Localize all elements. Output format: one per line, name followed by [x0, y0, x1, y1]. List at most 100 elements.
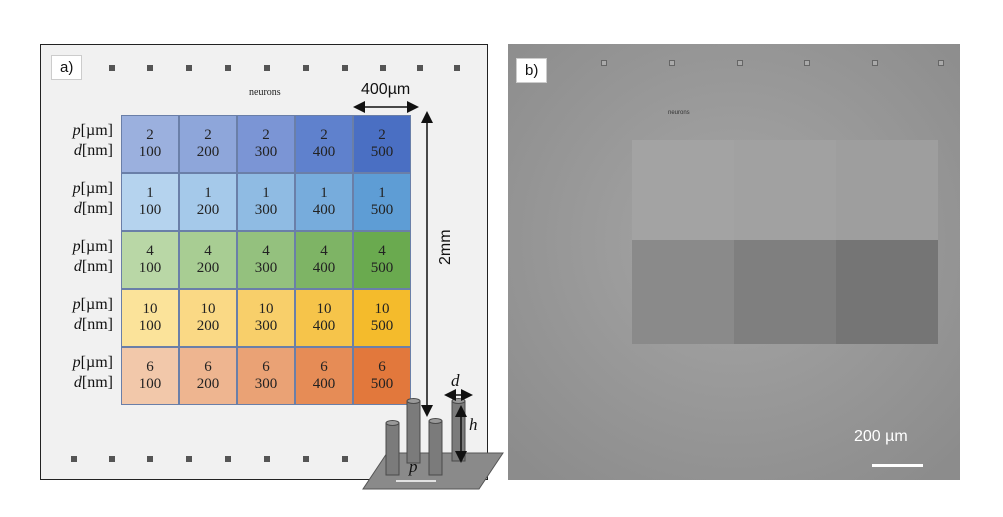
cell-diameter: 300	[254, 318, 278, 334]
cell-diameter: 400	[312, 260, 336, 276]
cell-pitch: 10	[142, 301, 158, 317]
array-cell: 4 300	[237, 231, 295, 289]
alignment-marker	[264, 65, 270, 71]
cell-pitch: 10	[258, 301, 274, 317]
alignment-marker	[147, 65, 153, 71]
array-cell: 4 500	[353, 231, 411, 289]
row-label: p[µm] d[nm]	[72, 296, 113, 333]
cell-diameter: 500	[370, 202, 394, 218]
cell-diameter: 500	[370, 260, 394, 276]
array-cell: 1 400	[295, 173, 353, 231]
array-cell: 6 100	[121, 347, 179, 405]
alignment-marker	[186, 456, 192, 462]
array-cell: 1 500	[353, 173, 411, 231]
array-cell: 10 300	[237, 289, 295, 347]
cell-pitch: 4	[378, 243, 386, 259]
array-cell: 1 300	[237, 173, 295, 231]
cell-pitch: 4	[320, 243, 328, 259]
row-label: p[µm] d[nm]	[72, 354, 113, 391]
cell-pitch: 10	[316, 301, 332, 317]
array-cell: 1 200	[179, 173, 237, 231]
cell-pitch: 2	[320, 127, 328, 143]
cell-pitch: 6	[146, 359, 154, 375]
alignment-marker	[342, 65, 348, 71]
pillar-field	[632, 140, 734, 240]
alignment-marker	[380, 65, 386, 71]
array-cell: 2 100	[121, 115, 179, 173]
row-label: p[µm] d[nm]	[72, 180, 113, 217]
array-cell: 4 400	[295, 231, 353, 289]
microscope-panel: b) neurons 200 µm	[508, 44, 960, 480]
pillar-field	[734, 140, 836, 240]
array-cell: 6 200	[179, 347, 237, 405]
panel-b-label: b)	[516, 58, 548, 83]
cell-diameter: 300	[254, 260, 278, 276]
pillar	[428, 418, 443, 476]
cell-diameter: 200	[196, 260, 220, 276]
alignment-marker	[737, 60, 743, 66]
alignment-marker	[109, 65, 115, 71]
cell-pitch: 6	[204, 359, 212, 375]
cell-diameter: 400	[312, 144, 336, 160]
cell-pitch: 1	[320, 185, 328, 201]
array-cell: 4 200	[179, 231, 237, 289]
diameter-label: d	[451, 371, 460, 390]
cell-diameter: 500	[370, 376, 394, 392]
cell-pitch: 6	[320, 359, 328, 375]
alignment-marker	[669, 60, 675, 66]
alignment-marker	[71, 456, 77, 462]
cell-diameter: 100	[138, 260, 162, 276]
array-cell: 2 200	[179, 115, 237, 173]
cell-diameter: 100	[138, 144, 162, 160]
array-cell: 2 400	[295, 115, 353, 173]
array-cell: 2 300	[237, 115, 295, 173]
scale-bar-label: 200 µm	[854, 428, 908, 445]
cell-diameter: 500	[370, 318, 394, 334]
cell-pitch: 4	[146, 243, 154, 259]
array-cell: 10 100	[121, 289, 179, 347]
cell-pitch: 2	[378, 127, 386, 143]
cell-diameter: 200	[196, 202, 220, 218]
cell-diameter: 200	[196, 144, 220, 160]
alignment-marker	[804, 60, 810, 66]
cell-diameter: 300	[254, 202, 278, 218]
alignment-marker	[264, 456, 270, 462]
array-cell: 6 500	[353, 347, 411, 405]
alignment-marker	[147, 456, 153, 462]
alignment-marker	[601, 60, 607, 66]
pillar	[406, 398, 421, 464]
cell-pitch: 1	[378, 185, 386, 201]
cell-pitch: 4	[204, 243, 212, 259]
cell-pitch: 4	[262, 243, 270, 259]
neurons-label: neurons	[249, 87, 281, 98]
alignment-marker	[186, 65, 192, 71]
array-cell: 4 100	[121, 231, 179, 289]
array-cell: 6 400	[295, 347, 353, 405]
row-label: p[µm] d[nm]	[72, 122, 113, 159]
height-label: h	[469, 415, 478, 434]
width-dimension-label: 400µm	[361, 81, 411, 98]
dimension-overlay	[353, 101, 504, 490]
cell-pitch: 1	[262, 185, 270, 201]
cell-diameter: 100	[138, 202, 162, 218]
scale-bar	[872, 464, 923, 467]
schematic-panel: a) neurons 400µm 2mm p[µm] d[nm] p[µm] d…	[40, 44, 504, 490]
pillar-field	[836, 240, 938, 344]
cell-diameter: 400	[312, 318, 336, 334]
array-cell: 10 500	[353, 289, 411, 347]
alignment-marker	[303, 65, 309, 71]
array-cell: 6 300	[237, 347, 295, 405]
pillar-field	[734, 240, 836, 344]
microscope-image	[508, 44, 960, 480]
cell-diameter: 500	[370, 144, 394, 160]
array-cell: 10 200	[179, 289, 237, 347]
alignment-marker	[342, 456, 348, 462]
array-cell: 1 100	[121, 173, 179, 231]
pillar-field	[836, 140, 938, 240]
cell-pitch: 6	[262, 359, 270, 375]
pillar-field	[632, 240, 734, 344]
cell-pitch: 2	[146, 127, 154, 143]
cell-diameter: 400	[312, 202, 336, 218]
array-cell: 10 400	[295, 289, 353, 347]
cell-pitch: 2	[204, 127, 212, 143]
